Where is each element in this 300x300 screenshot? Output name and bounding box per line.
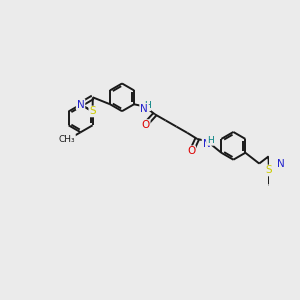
Text: CH₃: CH₃ — [299, 185, 300, 194]
Text: CH₃: CH₃ — [58, 135, 75, 144]
Text: S: S — [89, 106, 96, 116]
Text: S: S — [266, 166, 272, 176]
Text: H: H — [144, 101, 151, 110]
Text: O: O — [141, 120, 150, 130]
Text: N: N — [77, 100, 85, 110]
Text: N: N — [202, 139, 210, 148]
Text: N: N — [277, 158, 285, 169]
Text: H: H — [207, 136, 214, 145]
Text: N: N — [140, 104, 148, 114]
Text: O: O — [187, 146, 195, 156]
